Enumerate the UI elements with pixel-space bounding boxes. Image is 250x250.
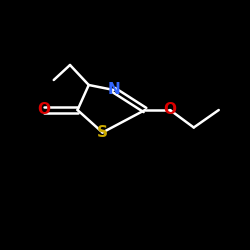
- Text: S: S: [97, 125, 108, 140]
- Text: O: O: [164, 102, 176, 118]
- Text: O: O: [37, 102, 50, 118]
- Text: N: N: [108, 82, 120, 98]
